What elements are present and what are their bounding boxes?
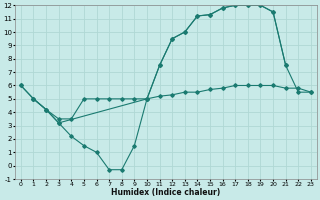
X-axis label: Humidex (Indice chaleur): Humidex (Indice chaleur) xyxy=(111,188,220,197)
